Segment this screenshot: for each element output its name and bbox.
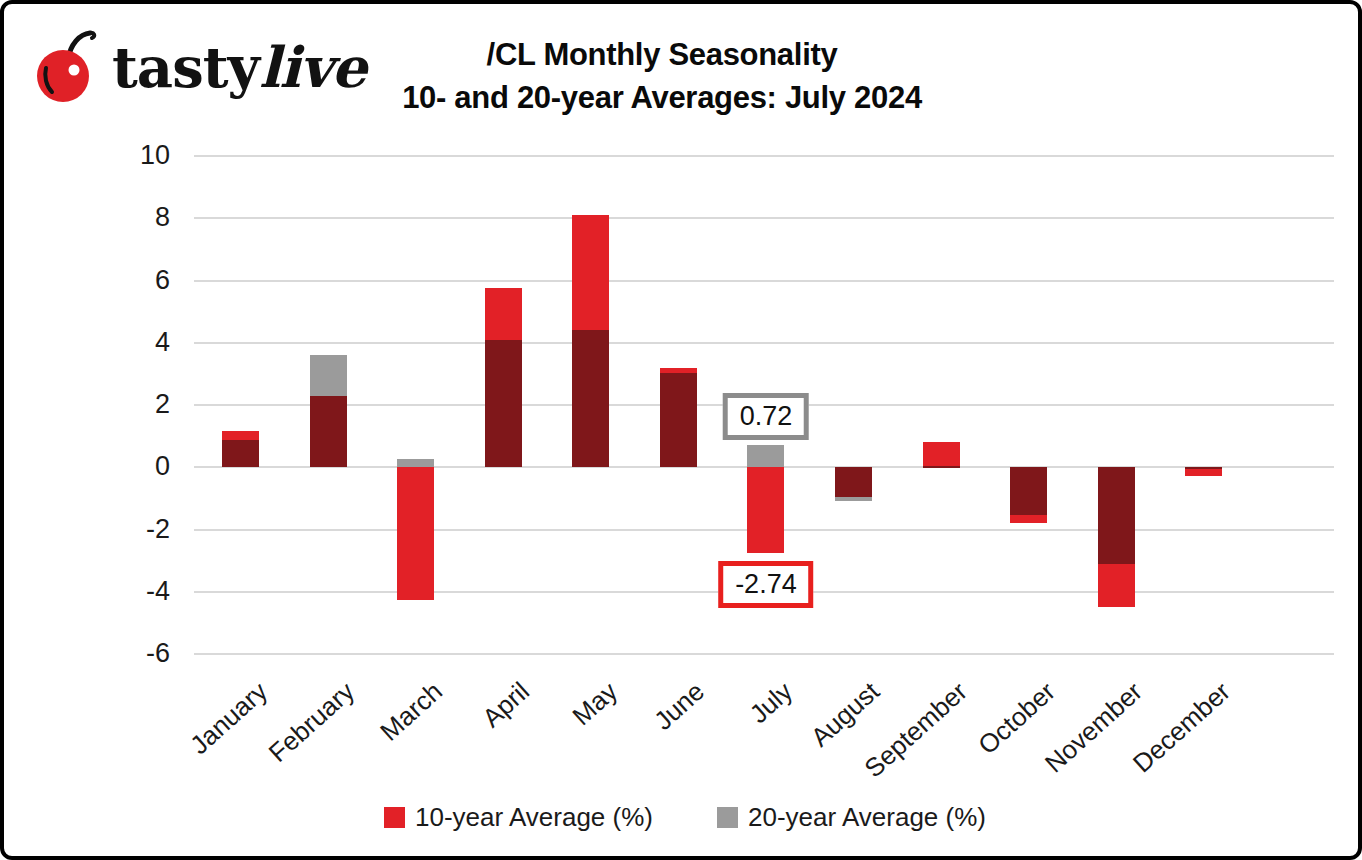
chart-legend: 10-year Average (%) 20-year Average (%)	[4, 802, 1362, 833]
seasonality-bar-chart: 10 8 6 4 2 0 -2 -4 -6 JanuaryFebruaryMarch April Ma…	[4, 4, 1362, 860]
x-axis-label-august: August	[805, 676, 886, 753]
bar-june-overlap	[660, 373, 697, 467]
y-axis-tick-label: 10	[108, 140, 170, 171]
legend-label: 10-year Average (%)	[415, 802, 653, 833]
x-axis-label-april: April	[477, 676, 536, 734]
bar-april-10yr	[485, 288, 522, 341]
gridline-y-6	[194, 653, 1334, 655]
bar-october-10yr	[1010, 515, 1047, 523]
annotation-0.72: 0.72	[723, 393, 810, 440]
y-axis-tick-label: 4	[108, 327, 170, 358]
bar-september-overlap	[923, 466, 960, 468]
bar-october-overlap	[1010, 467, 1047, 515]
y-axis-tick-label: 0	[108, 451, 170, 482]
bar-november-10yr	[1098, 564, 1135, 608]
legend-item-10-year: 10-year Average (%)	[384, 802, 653, 833]
bar-march-10yr	[397, 467, 434, 600]
x-axis-label-february: February	[263, 676, 361, 769]
y-axis-tick-label: -6	[108, 638, 170, 669]
bar-march-20yr	[397, 459, 434, 467]
bar-august-20yr	[835, 497, 872, 501]
bar-june-10yr	[660, 368, 697, 373]
legend-item-20-year: 20-year Average (%)	[717, 802, 986, 833]
bar-november-overlap	[1098, 467, 1135, 563]
legend-swatch-icon	[384, 807, 405, 828]
gridline-y8	[194, 217, 1334, 219]
x-axis-label-july: July	[744, 676, 799, 730]
bar-august-overlap	[835, 467, 872, 497]
y-axis-tick-label: 6	[108, 265, 170, 296]
bar-september-10yr	[923, 442, 960, 465]
y-axis-tick-label: -2	[108, 514, 170, 545]
bar-may-10yr	[572, 215, 609, 330]
x-axis-label-may: May	[566, 676, 623, 732]
chart-frame: tastylive /CL Monthly Seasonality 10- an…	[0, 0, 1362, 860]
gridline-y10	[194, 155, 1334, 157]
bar-may-overlap	[572, 330, 609, 467]
legend-label: 20-year Average (%)	[748, 802, 986, 833]
y-axis-tick-label: -4	[108, 576, 170, 607]
bar-july-20yr	[747, 445, 784, 467]
x-axis-label-march: March	[374, 676, 448, 747]
x-axis-label-december: December	[1127, 676, 1237, 779]
bar-april-overlap	[485, 340, 522, 467]
gridline-y6	[194, 280, 1334, 282]
x-axis-label-june: June	[648, 676, 711, 737]
bar-january-overlap	[222, 440, 259, 467]
bar-july-10yr	[747, 467, 784, 552]
y-axis-tick-label: 8	[108, 202, 170, 233]
annotation--2.74: -2.74	[718, 561, 814, 608]
bar-december-10yr	[1185, 469, 1222, 476]
x-axis-label-january: January	[184, 676, 273, 761]
y-axis-tick-label: 2	[108, 389, 170, 420]
legend-swatch-icon	[717, 807, 738, 828]
bar-february-overlap	[310, 396, 347, 468]
gridline-y4	[194, 342, 1334, 344]
bar-january-10yr	[222, 431, 259, 439]
bar-february-20yr	[310, 355, 347, 396]
